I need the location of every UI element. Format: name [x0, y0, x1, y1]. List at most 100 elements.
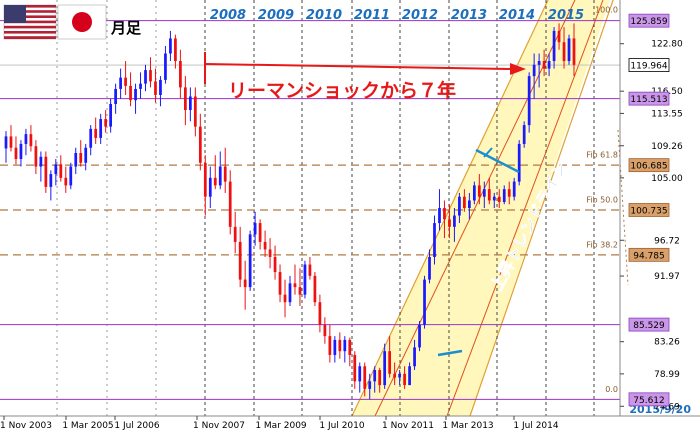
date-stamp: 2015/9/20 [629, 403, 691, 416]
candle-body [502, 189, 506, 202]
candle-body [537, 61, 541, 65]
price-level-box [628, 158, 670, 173]
candle-body [393, 373, 397, 378]
candle-body [213, 177, 217, 186]
candle-body [532, 64, 536, 77]
candle-body [223, 166, 227, 182]
fib-label: Fib 61.8 [586, 151, 618, 160]
candle-body [458, 196, 461, 216]
candle-body [164, 53, 167, 80]
candle-body [482, 189, 486, 197]
candle-body [507, 189, 511, 197]
candle-body [268, 249, 272, 257]
lehman-annotation: リーマンショックから７年 [228, 79, 456, 102]
year-label: 2014 [499, 8, 535, 23]
time-axis: 1 Nov 2003 1 Mar 2005 1 Jul 2006 1 Nov 2007… [0, 416, 559, 431]
y-tick-label: 122.80 [651, 40, 683, 50]
candle-body [477, 185, 481, 197]
candle-body [114, 88, 117, 104]
x-tick-label: 1 Jul 2010 [319, 421, 364, 431]
price-level-label: 115.513 [630, 95, 667, 105]
price-level-label: 125.859 [630, 17, 667, 27]
candle-body [228, 181, 232, 227]
x-tick-label: 1 Jul 2014 [513, 421, 558, 431]
x-tick-label: 1 Nov 2003 [0, 421, 52, 431]
price-level-label: 94.785 [633, 251, 665, 261]
candle-body [119, 77, 122, 89]
price-level-label: 85.529 [633, 321, 665, 331]
candle-body [572, 38, 576, 65]
candle-body [552, 30, 556, 62]
candle-body [318, 302, 322, 325]
candle-body [273, 256, 277, 273]
x-tick-label: 1 Mar 2013 [442, 421, 493, 431]
candle-body [348, 339, 352, 355]
fib-label: 100.0 [595, 5, 618, 14]
candle-body [44, 156, 48, 187]
price-level-box [628, 58, 670, 72]
candle-body [149, 70, 152, 82]
price-level-box [628, 203, 670, 217]
candle-body [408, 366, 411, 386]
candle-body [39, 156, 43, 167]
price-level-box [628, 317, 670, 332]
price-level-label: 75.612 [633, 396, 665, 406]
candle-body [14, 147, 18, 160]
candle-body [69, 166, 73, 186]
candle-body [198, 126, 202, 163]
price-level-box [628, 392, 670, 407]
candle-body [99, 119, 103, 138]
candle-body [512, 181, 516, 197]
candle-body [448, 219, 451, 227]
candles [4, 23, 576, 400]
candle-body [4, 136, 8, 149]
candle-body [333, 339, 337, 355]
candle-body [169, 38, 172, 54]
channel-line [374, 0, 576, 417]
candle-body [338, 339, 342, 352]
candle-body [183, 87, 187, 111]
candle-body [9, 136, 13, 148]
x-tick-label: 1 Nov 2011 [382, 421, 434, 431]
candle-body [134, 88, 137, 101]
year-label: 2012 [402, 8, 438, 23]
candle-body [527, 76, 531, 126]
fib-label: Fib 38.2 [586, 240, 618, 249]
year-label: 2009 [258, 8, 294, 23]
candle-body [497, 196, 501, 202]
y-tick-label: 109.26 [651, 142, 683, 152]
price-level-box [628, 13, 670, 28]
year-label: 2010 [306, 8, 342, 23]
candle-body [188, 96, 192, 111]
candle-body [263, 241, 267, 250]
candle-body [154, 81, 157, 95]
candle-body [373, 370, 377, 382]
candle-body [233, 226, 237, 242]
lehman-arrow [204, 52, 526, 84]
y-tick-label: 105.00 [651, 174, 683, 184]
x-tick-label: 1 Nov 2007 [193, 421, 245, 431]
candle-body [59, 164, 63, 178]
candle-body [303, 264, 307, 295]
candle-body [323, 324, 327, 337]
candle-body [174, 38, 177, 62]
candle-body [472, 185, 476, 201]
candle-body [383, 351, 387, 386]
candle-body [467, 200, 471, 208]
candle-body [129, 85, 132, 101]
x-tick-label: 1 Mar 2009 [255, 421, 307, 431]
candle-body [54, 164, 58, 175]
year-label: 2011 [354, 8, 390, 23]
x-tick-label: 1 Mar 2005 [62, 421, 113, 431]
candle-body [413, 347, 416, 367]
candle-body [193, 96, 197, 127]
price-level-label: 119.964 [630, 62, 667, 72]
price-axis: 122.80116.50113.55109.26105.0096.7291.97… [620, 13, 683, 412]
candle-body [463, 196, 466, 208]
candle-body [139, 83, 142, 89]
candle-body [208, 177, 212, 197]
candle-body [492, 196, 496, 201]
candle-body [562, 42, 566, 62]
